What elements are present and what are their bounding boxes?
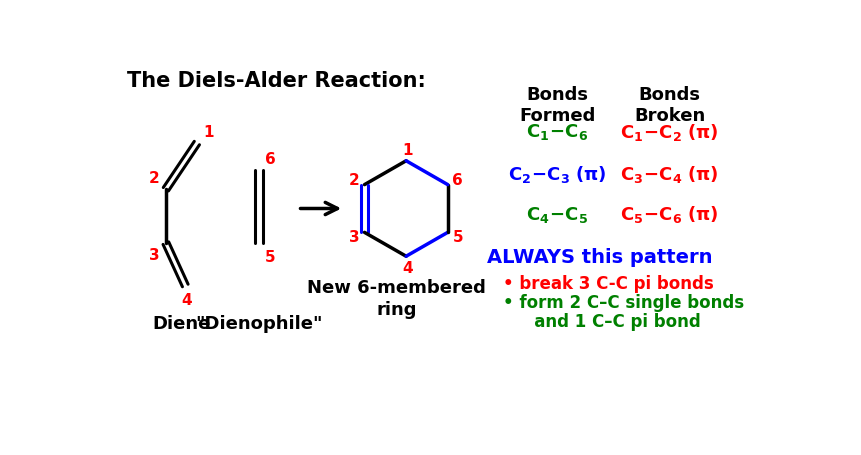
Text: $\mathbf{C_2}$$\mathbf{\!-\!C_3\ (\pi)}$: $\mathbf{C_2}$$\mathbf{\!-\!C_3\ (\pi)}$ [507, 164, 606, 185]
Text: 1: 1 [203, 125, 214, 140]
Text: 3: 3 [349, 230, 359, 245]
Text: $\mathbf{C_1}$$\mathbf{\!-\!C_6}$: $\mathbf{C_1}$$\mathbf{\!-\!C_6}$ [525, 122, 588, 142]
Text: 1: 1 [402, 142, 412, 157]
Text: Diene: Diene [152, 314, 210, 332]
Text: The Diels-Alder Reaction:: The Diels-Alder Reaction: [127, 71, 425, 91]
Text: ALWAYS this pattern: ALWAYS this pattern [486, 248, 712, 267]
Text: $\mathbf{C_4}$$\mathbf{\!-\!C_5}$: $\mathbf{C_4}$$\mathbf{\!-\!C_5}$ [525, 204, 588, 224]
Text: 2: 2 [149, 171, 159, 186]
Text: Bonds
Broken: Bonds Broken [633, 86, 704, 125]
Text: 6: 6 [452, 173, 462, 188]
Text: $\mathbf{C_3}$$\mathbf{\!-\!C_4\ (\pi)}$: $\mathbf{C_3}$$\mathbf{\!-\!C_4\ (\pi)}$ [620, 164, 718, 185]
Text: Bonds
Formed: Bonds Formed [518, 86, 595, 125]
Text: and 1 C–C pi bond: and 1 C–C pi bond [517, 313, 700, 331]
Text: $\mathbf{C_5}$$\mathbf{\!-\!C_6\ (\pi)}$: $\mathbf{C_5}$$\mathbf{\!-\!C_6\ (\pi)}$ [620, 204, 718, 225]
Text: $\mathbf{C_1}$$\mathbf{\!-\!C_2\ (\pi)}$: $\mathbf{C_1}$$\mathbf{\!-\!C_2\ (\pi)}$ [620, 122, 718, 143]
Text: • form 2 C–C single bonds: • form 2 C–C single bonds [503, 293, 743, 312]
Text: 6: 6 [265, 152, 276, 167]
Text: 3: 3 [149, 248, 159, 263]
Text: • break 3 C-C pi bonds: • break 3 C-C pi bonds [503, 274, 713, 292]
Text: New 6-membered
ring: New 6-membered ring [307, 278, 486, 318]
Text: 5: 5 [265, 250, 276, 265]
Text: 4: 4 [182, 292, 192, 307]
Text: 2: 2 [349, 173, 359, 188]
Text: 4: 4 [402, 261, 412, 276]
Text: "Dienophile": "Dienophile" [195, 314, 322, 332]
Text: 5: 5 [452, 230, 462, 245]
